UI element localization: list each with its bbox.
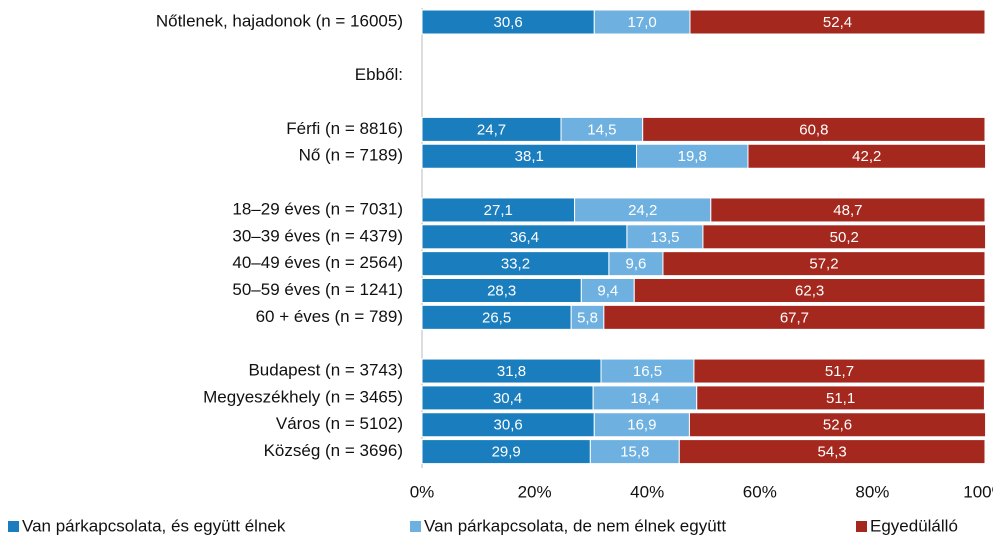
- value-label: 52,4: [823, 14, 852, 31]
- value-label: 26,5: [482, 309, 511, 326]
- bar-segment: [421, 385, 594, 411]
- value-label: 33,2: [501, 256, 530, 273]
- value-label: 57,2: [809, 256, 838, 273]
- value-label: 30,4: [493, 390, 522, 407]
- bar-segment: [626, 224, 704, 250]
- legend-label: Egyedülálló: [870, 516, 958, 535]
- value-label: 18,4: [630, 390, 659, 407]
- value-label: 30,6: [494, 417, 523, 434]
- bar-segment: [570, 304, 605, 330]
- value-label: 31,8: [497, 363, 526, 380]
- category-label: Város (n = 5102): [276, 414, 403, 433]
- value-label: 5,8: [577, 309, 598, 326]
- bar-segment: [600, 358, 695, 384]
- bar-segment: [678, 439, 986, 465]
- value-label: 15,8: [620, 444, 649, 461]
- bar-segment: [593, 412, 690, 438]
- bar-segment: [589, 439, 680, 465]
- bar-segment: [593, 9, 691, 35]
- bar-segment: [421, 251, 610, 277]
- bar-segment: [689, 9, 986, 35]
- value-label: 9,4: [597, 282, 618, 299]
- value-label: 30,6: [494, 14, 523, 31]
- value-label: 51,7: [825, 363, 854, 380]
- value-label: 14,5: [587, 121, 616, 138]
- x-tick-label: 40%: [630, 482, 664, 501]
- value-label: 9,6: [626, 256, 647, 273]
- value-label: 29,9: [492, 444, 521, 461]
- value-label: 16,5: [633, 363, 662, 380]
- bar-segment: [421, 412, 595, 438]
- x-tick-label: 80%: [855, 482, 889, 501]
- value-label: 48,7: [833, 202, 862, 219]
- bar-segment: [747, 143, 987, 169]
- legend-swatch: [410, 521, 421, 532]
- value-label: 62,3: [795, 282, 824, 299]
- legend-swatch: [8, 521, 19, 532]
- bar-segment: [580, 278, 635, 303]
- category-label: Nő (n = 7189): [299, 146, 403, 165]
- category-label: Férfi (n = 8816): [286, 119, 403, 138]
- value-label: 27,1: [484, 202, 513, 219]
- category-label: 30–39 éves (n = 4379): [232, 226, 403, 245]
- bar-segment: [592, 385, 698, 411]
- bar-segment: [421, 224, 628, 250]
- x-tick-label: 0%: [410, 482, 435, 501]
- bar-segment: [421, 439, 591, 465]
- category-label: Nőtlenek, hajadonok (n = 16005): [156, 11, 403, 30]
- value-label: 16,9: [627, 417, 656, 434]
- bar-segment: [662, 251, 986, 277]
- category-label: Község (n = 3696): [264, 441, 403, 460]
- bar-segment: [608, 251, 664, 277]
- x-tick-label: 60%: [743, 482, 777, 501]
- value-label: 13,5: [650, 229, 679, 246]
- value-label: 19,8: [678, 148, 707, 165]
- value-label: 50,2: [830, 229, 859, 246]
- category-label: 50–59 éves (n = 1241): [232, 280, 403, 299]
- value-label: 36,4: [510, 229, 539, 246]
- bar-segment: [693, 358, 986, 384]
- value-label: 67,7: [780, 309, 809, 326]
- x-tick-label: 100%: [963, 482, 993, 501]
- category-label: 18–29 éves (n = 7031): [232, 199, 403, 218]
- category-label: Megyeszékhely (n = 3465): [203, 387, 403, 406]
- x-tick-label: 20%: [518, 482, 552, 501]
- value-label: 28,3: [487, 282, 516, 299]
- bar-segment: [574, 197, 712, 223]
- value-label: 24,2: [628, 202, 657, 219]
- value-label: 54,3: [818, 444, 847, 461]
- bar-segment: [633, 278, 986, 303]
- value-label: 52,6: [823, 417, 852, 434]
- legend-swatch: [856, 521, 867, 532]
- bar-segment: [603, 304, 986, 330]
- value-label: 24,7: [477, 121, 506, 138]
- category-label: 40–49 éves (n = 2564): [232, 253, 403, 272]
- value-label: 51,1: [826, 390, 855, 407]
- legend-label: Van párkapcsolata, de nem élnek együtt: [424, 516, 726, 535]
- bar-segment: [421, 278, 582, 303]
- category-label: Budapest (n = 3743): [248, 361, 403, 380]
- value-label: 17,0: [628, 14, 657, 31]
- value-label: 42,2: [852, 148, 881, 165]
- category-label: Ebből:: [355, 65, 403, 84]
- bar-segment: [702, 224, 987, 250]
- value-label: 60,8: [799, 121, 828, 138]
- category-label: 60 + éves (n = 789): [256, 307, 403, 326]
- bar-segment: [642, 116, 986, 142]
- bar-segment: [421, 197, 576, 223]
- bar-segment: [710, 197, 986, 223]
- value-label: 38,1: [515, 148, 544, 165]
- legend-label: Van párkapcsolata, és együtt élnek: [22, 516, 286, 535]
- bar-segment: [696, 385, 985, 411]
- bar-segment: [688, 412, 987, 438]
